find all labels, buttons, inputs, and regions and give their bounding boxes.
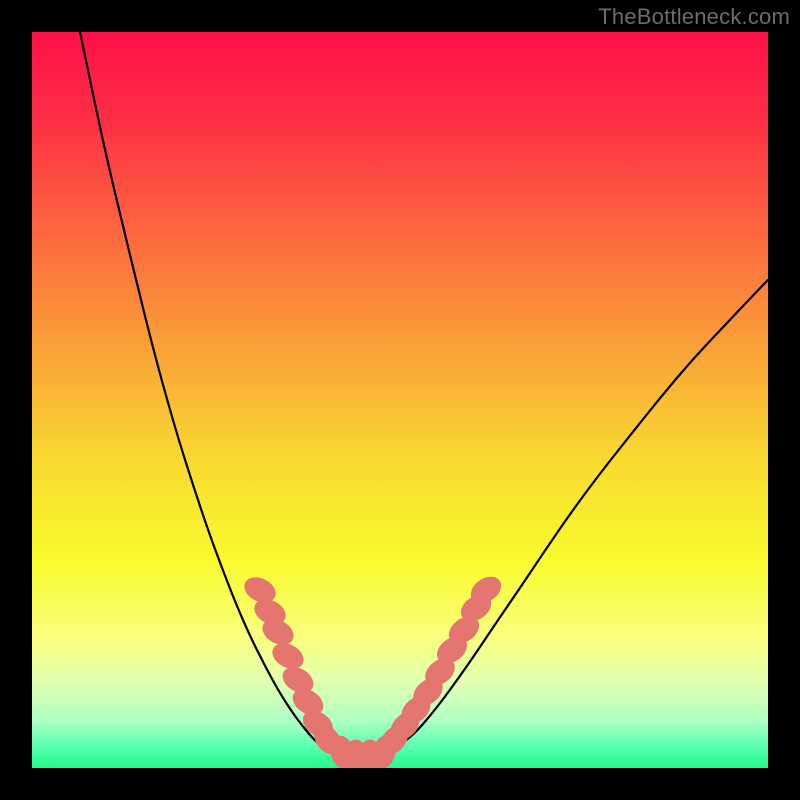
chart-frame: TheBottleneck.com (0, 0, 800, 800)
watermark-text: TheBottleneck.com (598, 4, 790, 30)
chart-svg (32, 32, 768, 768)
bottleneck-curve (80, 32, 768, 756)
